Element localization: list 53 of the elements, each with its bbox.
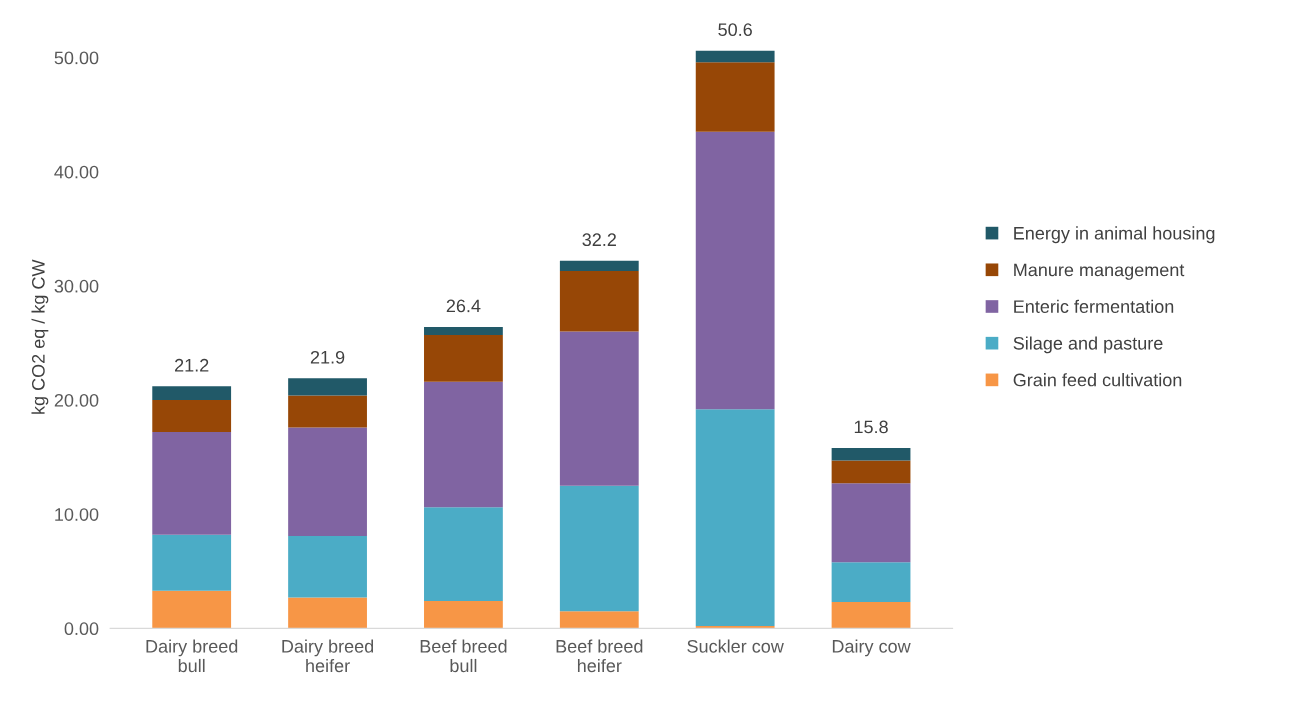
x-tick-label: Dairy cow bbox=[832, 639, 911, 657]
bar bbox=[831, 460, 911, 484]
bar bbox=[559, 611, 639, 629]
y-tick-label: 40.00 bbox=[54, 165, 99, 179]
bar bbox=[695, 131, 775, 410]
y-tick-label: 30.00 bbox=[54, 279, 99, 293]
bar bbox=[695, 409, 775, 627]
bar bbox=[152, 534, 232, 591]
bar bbox=[152, 432, 232, 535]
legend-label: Manure management bbox=[1014, 263, 1185, 280]
y-tick-label: 50.00 bbox=[54, 51, 99, 65]
total-label: 21.9 bbox=[310, 350, 345, 364]
y-tick-label: 20.00 bbox=[54, 393, 99, 407]
bar bbox=[559, 485, 639, 612]
bar bbox=[559, 271, 639, 332]
total-label: 21.2 bbox=[175, 358, 209, 372]
bar bbox=[424, 600, 503, 629]
bar bbox=[288, 378, 367, 396]
bar bbox=[559, 331, 639, 486]
bar bbox=[424, 381, 503, 508]
total-label: 26.4 bbox=[446, 299, 481, 313]
bar bbox=[288, 597, 367, 629]
bar bbox=[288, 535, 367, 598]
y-tick-label: 10.00 bbox=[55, 508, 99, 521]
bar bbox=[152, 400, 232, 432]
bar bbox=[695, 62, 775, 132]
bar bbox=[424, 507, 503, 601]
bar bbox=[831, 483, 911, 563]
total-label: 50.6 bbox=[718, 23, 752, 37]
bar bbox=[559, 260, 639, 272]
bar bbox=[152, 386, 232, 401]
bar bbox=[831, 602, 911, 629]
bar bbox=[695, 50, 775, 63]
y-axis-title: kg CO2 eq / kg CW bbox=[31, 259, 49, 414]
bar bbox=[424, 326, 503, 335]
x-tick-label: Suckler cow bbox=[687, 639, 784, 653]
x-tick-label: Dairy breed heifer bbox=[282, 639, 374, 673]
y-tick-label: 0.00 bbox=[64, 622, 99, 636]
legend-label: Silage and pasture bbox=[1013, 336, 1163, 354]
x-tick-label: Beef breed heifer bbox=[556, 639, 643, 673]
bar bbox=[424, 334, 503, 382]
legend-label: Grain feed cultivation bbox=[1013, 373, 1182, 387]
x-tick-label: Beef breed bull bbox=[420, 639, 507, 673]
bar bbox=[152, 590, 232, 629]
total-label: 32.2 bbox=[582, 233, 616, 247]
bar bbox=[288, 395, 367, 428]
bar bbox=[831, 447, 911, 461]
bar bbox=[831, 562, 911, 603]
bar bbox=[288, 427, 367, 536]
legend-label: Energy in animal housing bbox=[1014, 226, 1215, 244]
total-label: 15.8 bbox=[854, 420, 888, 434]
legend-label: Enteric fermentation bbox=[1014, 299, 1174, 313]
x-tick-label: Dairy breed bull bbox=[146, 639, 238, 673]
